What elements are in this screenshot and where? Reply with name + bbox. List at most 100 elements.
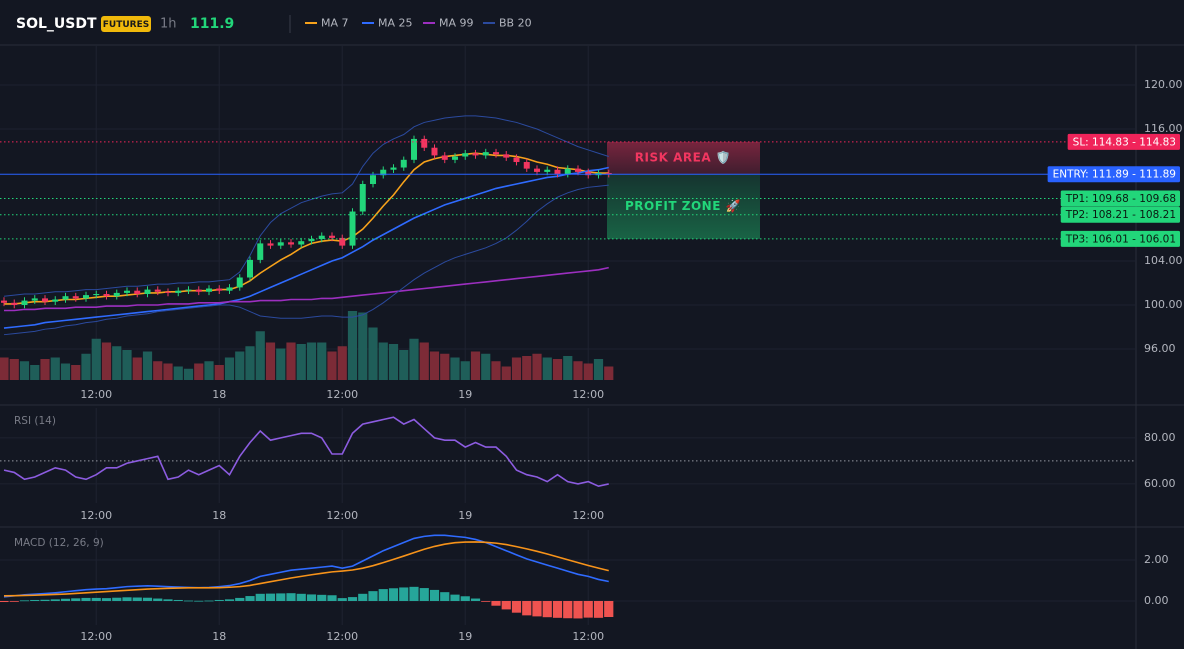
volume-bar	[142, 351, 153, 380]
volume-bar	[112, 346, 122, 380]
volume-bar	[573, 361, 583, 380]
badge-bg	[101, 16, 151, 32]
volume-bar	[245, 346, 255, 380]
histogram-bar	[101, 598, 112, 601]
y-tick-label: 80.00	[1144, 431, 1176, 444]
volume-bar	[60, 363, 71, 380]
histogram-bar	[173, 599, 183, 601]
candle-body	[134, 290, 141, 294]
histogram-bar	[40, 599, 50, 601]
volume-bar	[50, 357, 60, 380]
histogram-bar	[235, 597, 245, 601]
volume-bar	[224, 357, 235, 380]
indicator-line	[4, 266, 609, 312]
legend-label: MA 7	[321, 17, 349, 30]
volume-bar	[450, 357, 460, 380]
candle-body	[564, 168, 571, 175]
x-tick-label: 12:00	[572, 630, 604, 643]
candle-body	[370, 175, 376, 185]
zone	[607, 141, 760, 175]
volume-bar	[30, 365, 40, 380]
histogram-bar	[132, 597, 142, 601]
volume-bar	[81, 353, 91, 380]
candle-body	[267, 243, 274, 246]
histogram-bar	[122, 597, 132, 601]
histogram-bar	[214, 599, 224, 601]
candle-body	[277, 242, 284, 246]
candle-body	[318, 235, 325, 240]
histogram-bar	[501, 600, 511, 610]
level-label-bg	[1067, 133, 1180, 150]
histogram-bar	[317, 594, 327, 601]
y-tick-label: 2.00	[1144, 553, 1169, 566]
candle-body	[124, 290, 130, 293]
candle-body	[175, 290, 182, 293]
histogram-bar	[481, 600, 491, 602]
level-label: TP3: 106.01 - 106.01	[1065, 233, 1176, 245]
volume-bar	[501, 366, 511, 380]
volume-bar	[419, 342, 429, 380]
histogram-bar	[142, 597, 153, 601]
volume-bar	[101, 342, 112, 380]
interval: 1h	[160, 17, 177, 32]
x-tick-label: 19	[458, 388, 472, 401]
candle-body	[308, 239, 315, 242]
volume-bar	[296, 344, 306, 380]
level-label: TP1: 109.68 - 109.68	[1065, 193, 1176, 205]
candle-body	[257, 243, 264, 260]
candle-body	[472, 153, 479, 156]
histogram-bar	[552, 600, 563, 618]
x-tick-label: 12:00	[326, 509, 358, 522]
y-tick-label: 120.00	[1144, 78, 1183, 91]
level-label: SL: 114.83 - 114.83	[1073, 136, 1176, 148]
x-tick-label: 19	[458, 509, 472, 522]
volume-bar	[388, 344, 399, 380]
volume-bar	[481, 353, 491, 380]
candle-body	[206, 288, 212, 292]
candle-body	[21, 300, 28, 305]
candle-body	[523, 162, 530, 169]
histogram-bar	[542, 600, 552, 618]
volume-bar	[40, 359, 50, 380]
volume-bar	[460, 361, 470, 380]
histogram-bar	[81, 597, 91, 601]
volume-bar	[470, 351, 481, 380]
histogram-bar	[399, 587, 409, 601]
histogram-bar	[50, 599, 60, 601]
indicator-line	[3, 416, 609, 488]
candle-body	[400, 159, 407, 168]
histogram-bar	[522, 600, 532, 616]
volume-bar	[327, 351, 337, 380]
candle-body	[236, 277, 243, 288]
x-tick-label: 12:00	[326, 630, 358, 643]
volume-bar	[337, 346, 347, 380]
candle-body	[482, 152, 489, 156]
histogram-bar	[0, 600, 9, 603]
pane-title: RSI (14)	[14, 415, 56, 427]
candle-body	[513, 157, 520, 163]
histogram-bar	[337, 598, 347, 601]
candle-body	[185, 289, 192, 291]
volume-bar	[265, 342, 276, 380]
histogram-bar	[112, 597, 122, 601]
candle-body	[441, 155, 448, 160]
candle-body	[421, 138, 428, 148]
x-tick-label: 12:00	[572, 388, 604, 401]
volume-bar	[204, 361, 214, 380]
volume-bar	[409, 338, 419, 380]
histogram-bar	[71, 598, 81, 601]
volume-bar	[183, 368, 194, 380]
volume-bar	[347, 311, 358, 380]
histogram-bar	[450, 594, 460, 601]
candle-body	[31, 298, 38, 301]
candle-body	[42, 298, 48, 302]
histogram-bar	[409, 586, 419, 601]
histogram-bar	[91, 597, 101, 601]
volume-bar	[286, 342, 296, 380]
histogram-bar	[163, 599, 173, 601]
candle-body	[154, 289, 161, 292]
candle-body	[165, 291, 171, 293]
volume-bar	[604, 366, 614, 380]
candle-body	[605, 173, 612, 175]
